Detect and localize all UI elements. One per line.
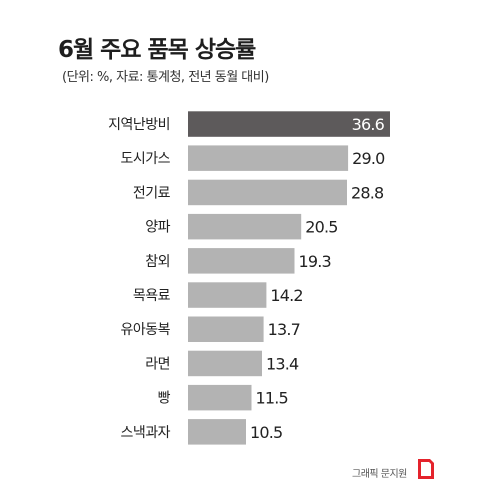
chart-title: 6월 주요 품목 상승률 <box>58 37 256 63</box>
category-label-9: 빵 <box>158 391 171 407</box>
bar-6 <box>188 282 267 308</box>
bar-7 <box>188 316 264 342</box>
category-label-6: 목욕료 <box>133 288 171 304</box>
bar-4 <box>188 213 302 240</box>
graphic-credit: 그래픽 문지원 <box>352 469 407 480</box>
value-label-7: 13.7 <box>268 320 300 339</box>
value-label-8: 13.4 <box>266 354 299 373</box>
bar-1 <box>188 111 390 137</box>
publisher-logo-icon <box>418 459 434 479</box>
category-label-3: 전기료 <box>133 185 171 201</box>
category-label-4: 양파 <box>145 220 170 236</box>
category-label-1: 지역난방비 <box>108 117 170 133</box>
value-label-9: 11.5 <box>256 389 288 408</box>
category-label-8: 라면 <box>145 356 170 372</box>
value-label-4: 20.5 <box>305 218 337 237</box>
category-label-7: 유아동복 <box>120 322 170 338</box>
category-label-5: 참외 <box>145 254 170 270</box>
bar-3 <box>188 179 347 206</box>
bar-8 <box>188 350 262 377</box>
category-label-10: 스낵과자 <box>120 425 170 441</box>
chart-subtitle: (단위: %, 자료: 통계청, 전년 동월 대비) <box>62 70 269 85</box>
bar-2 <box>188 145 349 171</box>
bar-5 <box>188 248 295 274</box>
category-label-2: 도시가스 <box>120 151 170 167</box>
logo-mark <box>418 459 434 479</box>
value-label-3: 28.8 <box>351 183 384 202</box>
bar-9 <box>188 384 252 411</box>
value-label-1: 36.6 <box>352 115 385 134</box>
value-label-5: 19.3 <box>299 252 331 271</box>
value-label-6: 14.2 <box>270 286 302 305</box>
value-label-2: 29.0 <box>352 149 385 168</box>
value-label-10: 10.5 <box>250 423 282 442</box>
bar-10 <box>188 419 246 445</box>
